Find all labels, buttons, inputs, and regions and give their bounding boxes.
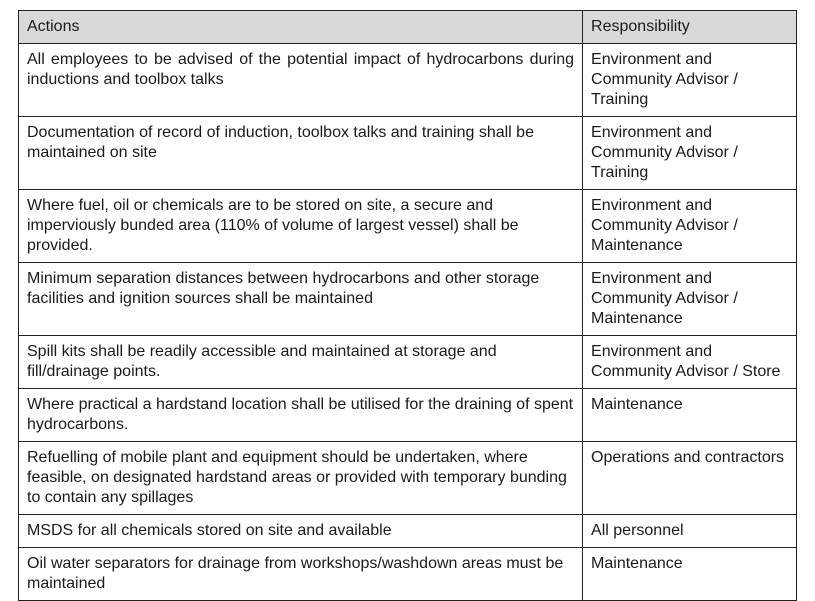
cell-action: MSDS for all chemicals stored on site an… xyxy=(19,515,583,548)
cell-action: Spill kits shall be readily accessible a… xyxy=(19,336,583,389)
cell-action: Documentation of record of induction, to… xyxy=(19,117,583,190)
col-header-responsibility: Responsibility xyxy=(583,11,797,44)
cell-responsibility: All personnel xyxy=(583,515,797,548)
cell-action: Refuelling of mobile plant and equipment… xyxy=(19,442,583,515)
table-row: Oil water separators for drainage from w… xyxy=(19,548,797,601)
cell-responsibility: Maintenance xyxy=(583,389,797,442)
cell-responsibility: Environment and Community Advisor / Trai… xyxy=(583,117,797,190)
table-row: Refuelling of mobile plant and equipment… xyxy=(19,442,797,515)
table-row: All employees to be advised of the poten… xyxy=(19,44,797,117)
cell-responsibility: Maintenance xyxy=(583,548,797,601)
cell-action: Where practical a hardstand location sha… xyxy=(19,389,583,442)
cell-responsibility: Environment and Community Advisor / Stor… xyxy=(583,336,797,389)
cell-action: All employees to be advised of the poten… xyxy=(19,44,583,117)
table-row: Where fuel, oil or chemicals are to be s… xyxy=(19,190,797,263)
cell-action: Minimum separation distances between hyd… xyxy=(19,263,583,336)
cell-responsibility: Operations and contractors xyxy=(583,442,797,515)
actions-responsibility-table: Actions Responsibility All employees to … xyxy=(18,10,797,601)
cell-responsibility: Environment and Community Advisor / Main… xyxy=(583,190,797,263)
cell-responsibility: Environment and Community Advisor / Trai… xyxy=(583,44,797,117)
table-header-row: Actions Responsibility xyxy=(19,11,797,44)
table-row: Documentation of record of induction, to… xyxy=(19,117,797,190)
table-row: Where practical a hardstand location sha… xyxy=(19,389,797,442)
cell-action: Oil water separators for drainage from w… xyxy=(19,548,583,601)
table-row: Minimum separation distances between hyd… xyxy=(19,263,797,336)
cell-responsibility: Environment and Community Advisor / Main… xyxy=(583,263,797,336)
cell-action: Where fuel, oil or chemicals are to be s… xyxy=(19,190,583,263)
col-header-actions: Actions xyxy=(19,11,583,44)
table-row: MSDS for all chemicals stored on site an… xyxy=(19,515,797,548)
table-row: Spill kits shall be readily accessible a… xyxy=(19,336,797,389)
